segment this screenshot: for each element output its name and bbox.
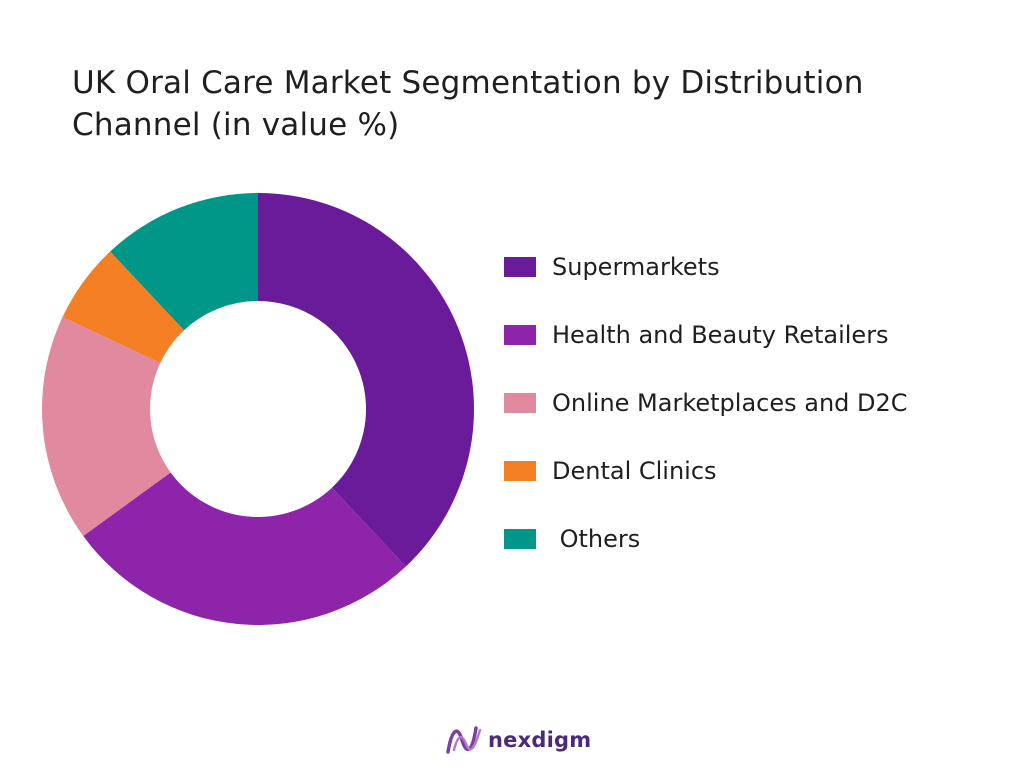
brand-logo: nexdigm bbox=[444, 720, 591, 760]
donut-slice-3 bbox=[62, 251, 185, 364]
legend-label: Dental Clinics bbox=[552, 457, 717, 485]
legend-swatch bbox=[504, 325, 536, 345]
donut-slice-1 bbox=[83, 472, 406, 625]
nexdigm-logo-icon bbox=[446, 726, 482, 754]
legend-swatch bbox=[504, 393, 536, 413]
chart-legend: Supermarkets Health and Beauty Retailers O… bbox=[504, 247, 908, 587]
donut-slice-4 bbox=[110, 193, 259, 331]
legend-swatch bbox=[504, 529, 536, 549]
legend-swatch bbox=[504, 257, 536, 277]
legend-item: Online Marketplaces and D2C bbox=[504, 383, 908, 423]
legend-item: Dental Clinics bbox=[504, 451, 908, 491]
legend-label: Supermarkets bbox=[552, 253, 720, 281]
donut-slice-0 bbox=[258, 193, 474, 567]
donut-slice-2 bbox=[41, 317, 171, 536]
brand-name: nexdigm bbox=[488, 728, 592, 752]
legend-item: Others bbox=[504, 519, 908, 559]
legend-label: Health and Beauty Retailers bbox=[552, 321, 889, 349]
legend-label: Online Marketplaces and D2C bbox=[552, 389, 908, 417]
legend-item: Health and Beauty Retailers bbox=[504, 315, 908, 355]
chart-title: UK Oral Care Market Segmentation by Dist… bbox=[72, 65, 864, 143]
legend-item: Supermarkets bbox=[504, 247, 908, 287]
legend-swatch bbox=[504, 461, 536, 481]
legend-label: Others bbox=[552, 525, 641, 553]
